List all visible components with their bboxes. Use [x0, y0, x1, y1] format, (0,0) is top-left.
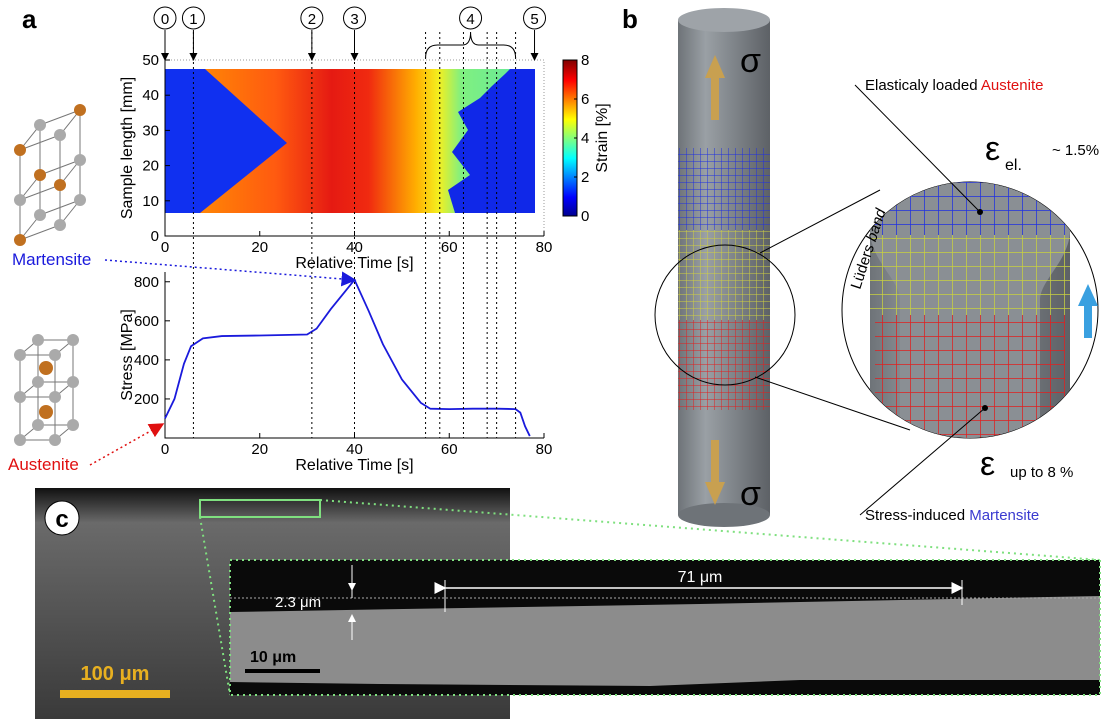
phase-arrow: [90, 424, 163, 465]
x-tick-label: 60: [441, 239, 458, 256]
colorbar-tick-label: 8: [581, 52, 589, 69]
stress-symbol: σ: [740, 42, 761, 80]
colorbar-tick-label: 0: [581, 208, 589, 225]
y-tick-label: 400: [134, 352, 159, 369]
annotation: ~ 1.5%: [1052, 142, 1099, 159]
y-tick-label: 40: [142, 87, 159, 104]
stage-label: 5: [530, 11, 538, 28]
annotation-part: Elasticaly loaded: [865, 77, 981, 94]
annotation: Elasticaly loaded Austenite: [865, 77, 1043, 94]
x-tick-label: 80: [536, 441, 553, 458]
line-series: [165, 280, 530, 436]
y-tick-label: 50: [142, 52, 159, 69]
stage-label: 1: [189, 11, 197, 28]
y-tick-label: 600: [134, 313, 159, 330]
phase-label: Austenite: [8, 455, 79, 474]
scale-label: 10 μm: [250, 649, 296, 666]
colorbar-tick-label: 6: [581, 91, 589, 108]
crystal-austenite: [14, 334, 79, 446]
x-tick-label: 60: [441, 441, 458, 458]
figure: a b Martensite Austenite σ σ Elasticaly …: [0, 0, 1113, 719]
colorbar-label: Strain [%]: [594, 103, 611, 172]
stage-label: 4: [466, 11, 474, 28]
x-tick-label: 0: [161, 441, 169, 458]
panel-label: c: [55, 506, 68, 533]
stage-brace: [426, 32, 516, 58]
epsilon: ε: [985, 130, 1000, 168]
dimension-label: 71 μm: [678, 569, 723, 586]
stage-label: 0: [161, 11, 169, 28]
crystal-martensite: [14, 104, 86, 246]
stage-label: 2: [308, 11, 316, 28]
epsilon-subscript: el.: [1005, 157, 1022, 174]
x-tick-label: 20: [251, 239, 268, 256]
stage-label: 3: [350, 11, 358, 28]
y-tick-label: 10: [142, 193, 159, 210]
page: { "panel_labels": ["a", "b", "c"], "phas…: [0, 0, 1113, 719]
epsilon: ε: [980, 445, 995, 483]
panel-label: a: [22, 4, 37, 34]
colorbar-tick-label: 4: [581, 130, 589, 147]
y-tick-label: 0: [151, 228, 159, 245]
stress-symbol: σ: [740, 475, 761, 513]
annotation: Stress-induced Martensite: [865, 507, 1039, 524]
y-axis-label: Sample length [mm]: [119, 77, 136, 219]
x-axis-label: Relative Time [s]: [295, 457, 413, 474]
panel-label: b: [622, 4, 638, 34]
x-tick-label: 40: [346, 441, 363, 458]
annotation-part: Austenite: [981, 77, 1044, 94]
x-tick-label: 20: [251, 441, 268, 458]
x-tick-label: 0: [161, 239, 169, 256]
y-tick-label: 20: [142, 158, 159, 175]
phase-label: Martensite: [12, 250, 91, 269]
dimension-label: 2.3 μm: [275, 594, 321, 611]
annotation: up to 8 %: [1010, 464, 1073, 481]
colorbar-tick-label: 2: [581, 169, 589, 186]
annotation-part: Stress-induced: [865, 507, 969, 524]
y-tick-label: 800: [134, 274, 159, 291]
y-axis-label: Stress [MPa]: [119, 309, 136, 401]
x-tick-label: 80: [536, 239, 553, 256]
annotation-part: Martensite: [969, 507, 1039, 524]
scale-label: 100 μm: [81, 663, 150, 685]
y-tick-label: 200: [134, 391, 159, 408]
y-tick-label: 30: [142, 122, 159, 139]
